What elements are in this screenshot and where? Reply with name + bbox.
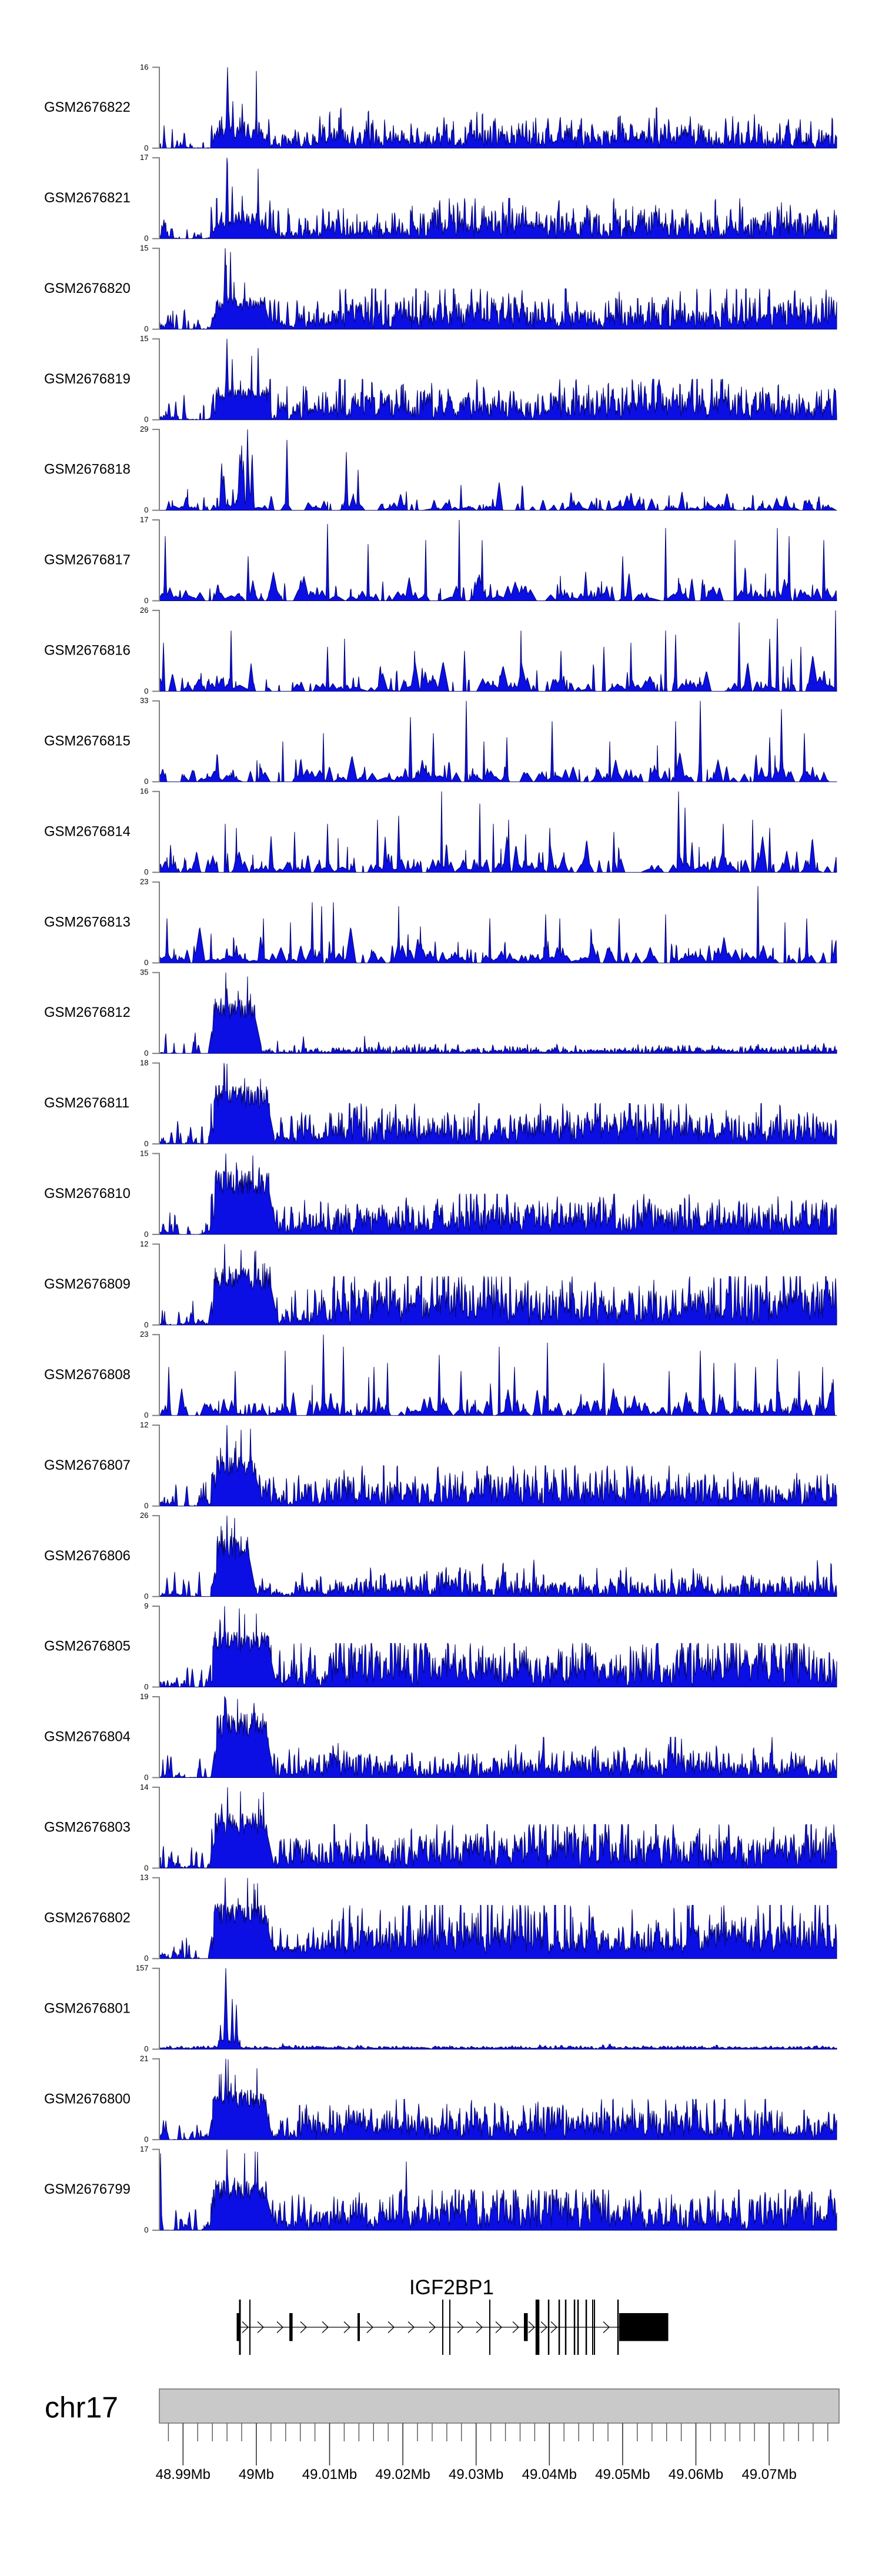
svg-text:26: 26 xyxy=(140,1511,148,1520)
svg-text:0: 0 xyxy=(144,777,148,786)
svg-text:14: 14 xyxy=(140,1783,148,1791)
svg-text:157: 157 xyxy=(136,1964,149,1973)
svg-text:0: 0 xyxy=(144,1592,148,1601)
svg-text:17: 17 xyxy=(140,2145,148,2154)
svg-text:GSM2676819: GSM2676819 xyxy=(44,371,131,387)
svg-text:GSM2676813: GSM2676813 xyxy=(44,914,131,930)
svg-text:12: 12 xyxy=(140,1420,148,1429)
svg-text:16: 16 xyxy=(140,62,148,71)
svg-text:0: 0 xyxy=(144,1230,148,1239)
svg-text:49.04Mb: 49.04Mb xyxy=(522,2467,577,2482)
svg-text:49.01Mb: 49.01Mb xyxy=(302,2467,357,2482)
svg-text:0: 0 xyxy=(144,506,148,515)
svg-text:GSM2676805: GSM2676805 xyxy=(44,1639,131,1654)
svg-text:0: 0 xyxy=(144,415,148,424)
svg-text:0: 0 xyxy=(144,1049,148,1057)
svg-text:0: 0 xyxy=(144,2044,148,2053)
svg-text:49.06Mb: 49.06Mb xyxy=(669,2467,723,2482)
svg-text:0: 0 xyxy=(144,1863,148,1872)
svg-text:26: 26 xyxy=(140,606,148,615)
svg-text:35: 35 xyxy=(140,968,148,977)
svg-text:9: 9 xyxy=(144,1601,148,1610)
svg-text:chr17: chr17 xyxy=(45,2391,118,2424)
svg-text:17: 17 xyxy=(140,515,148,524)
svg-text:GSM2676800: GSM2676800 xyxy=(44,2091,131,2107)
svg-text:GSM2676814: GSM2676814 xyxy=(44,823,131,839)
svg-text:16: 16 xyxy=(140,787,148,796)
svg-text:15: 15 xyxy=(140,334,148,343)
svg-text:0: 0 xyxy=(144,1773,148,1781)
svg-text:18: 18 xyxy=(140,1058,148,1067)
svg-text:GSM2676806: GSM2676806 xyxy=(44,1548,131,1564)
svg-text:49.07Mb: 49.07Mb xyxy=(741,2467,796,2482)
svg-text:0: 0 xyxy=(144,1501,148,1510)
svg-text:0: 0 xyxy=(144,958,148,967)
svg-text:GSM2676817: GSM2676817 xyxy=(44,552,131,568)
svg-text:15: 15 xyxy=(140,243,148,252)
svg-text:GSM2676821: GSM2676821 xyxy=(44,190,131,206)
svg-text:0: 0 xyxy=(144,1954,148,1963)
svg-text:49.02Mb: 49.02Mb xyxy=(375,2467,430,2482)
svg-text:0: 0 xyxy=(144,325,148,333)
svg-text:15: 15 xyxy=(140,1149,148,1157)
svg-text:GSM2676820: GSM2676820 xyxy=(44,281,131,296)
svg-text:GSM2676811: GSM2676811 xyxy=(44,1095,129,1111)
svg-text:0: 0 xyxy=(144,1682,148,1691)
svg-text:GSM2676818: GSM2676818 xyxy=(44,462,131,478)
svg-text:GSM2676804: GSM2676804 xyxy=(44,1729,131,1745)
svg-text:0: 0 xyxy=(144,2135,148,2144)
svg-text:GSM2676802: GSM2676802 xyxy=(44,1910,131,1926)
svg-text:0: 0 xyxy=(144,686,148,695)
svg-text:GSM2676803: GSM2676803 xyxy=(44,1820,131,1836)
svg-text:0: 0 xyxy=(144,1411,148,1420)
svg-text:0: 0 xyxy=(144,2225,148,2234)
svg-text:49Mb: 49Mb xyxy=(239,2467,274,2482)
svg-text:0: 0 xyxy=(144,1139,148,1148)
svg-text:49.05Mb: 49.05Mb xyxy=(595,2467,650,2482)
svg-text:21: 21 xyxy=(140,2054,148,2063)
svg-text:GSM2676812: GSM2676812 xyxy=(44,1005,131,1020)
svg-text:0: 0 xyxy=(144,234,148,243)
svg-text:13: 13 xyxy=(140,1873,148,1882)
svg-text:GSM2676799: GSM2676799 xyxy=(44,2181,131,2197)
svg-text:GSM2676822: GSM2676822 xyxy=(44,99,131,115)
svg-text:12: 12 xyxy=(140,1239,148,1248)
svg-text:49.03Mb: 49.03Mb xyxy=(449,2467,503,2482)
svg-text:GSM2676810: GSM2676810 xyxy=(44,1186,131,1202)
svg-text:48.99Mb: 48.99Mb xyxy=(156,2467,211,2482)
svg-text:IGF2BP1: IGF2BP1 xyxy=(409,2276,494,2299)
svg-text:33: 33 xyxy=(140,696,148,705)
svg-text:0: 0 xyxy=(144,867,148,876)
svg-text:GSM2676809: GSM2676809 xyxy=(44,1276,131,1292)
svg-text:19: 19 xyxy=(140,1692,148,1701)
svg-text:GSM2676807: GSM2676807 xyxy=(44,1457,131,1473)
svg-text:23: 23 xyxy=(140,1330,148,1339)
svg-text:0: 0 xyxy=(144,1320,148,1329)
svg-text:17: 17 xyxy=(140,153,148,162)
svg-text:0: 0 xyxy=(144,596,148,605)
svg-text:23: 23 xyxy=(140,877,148,886)
svg-text:GSM2676801: GSM2676801 xyxy=(44,2000,131,2016)
svg-text:29: 29 xyxy=(140,425,148,433)
svg-text:0: 0 xyxy=(144,144,148,152)
svg-text:GSM2676815: GSM2676815 xyxy=(44,733,131,749)
svg-text:GSM2676808: GSM2676808 xyxy=(44,1367,131,1383)
svg-text:GSM2676816: GSM2676816 xyxy=(44,643,131,659)
